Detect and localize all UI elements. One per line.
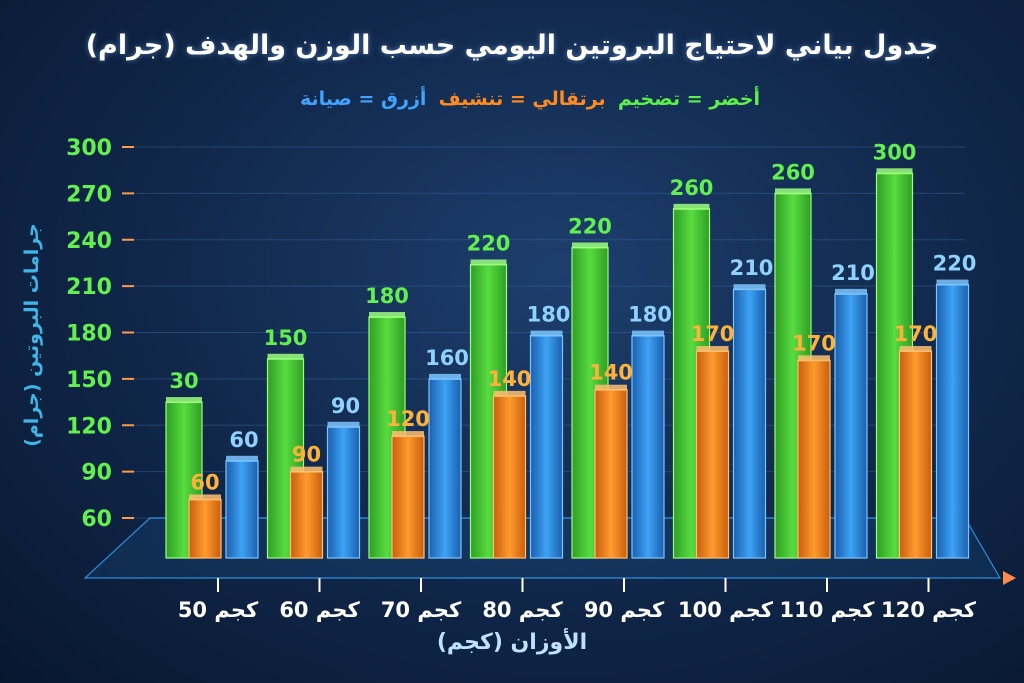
bar-cap-maintenance <box>327 421 360 428</box>
bar-cap-bulking <box>775 188 811 195</box>
y-tick-label: 90 <box>81 461 112 486</box>
data-label-bulking: 180 <box>365 284 409 308</box>
bar-maintenance <box>631 334 665 559</box>
bar-cap-bulking <box>369 312 405 319</box>
bar-cap-bulking <box>267 353 304 360</box>
legend-item-bulking: أخضر = تضخيم <box>617 88 760 110</box>
y-tick-labels: 60 90 120 150 180 210 240 270 300 <box>66 136 134 532</box>
x-tick-label: 100 كجم <box>678 598 774 622</box>
y-tick-label: 270 <box>66 182 112 207</box>
bar-cutting <box>594 389 628 559</box>
bar-cutting <box>797 359 831 559</box>
bar-cutting <box>188 498 222 559</box>
data-label-cutting: 60 <box>190 470 219 494</box>
bar-cap-bulking <box>876 168 913 175</box>
bar-maintenance <box>225 460 259 559</box>
data-label-maintenance: 180 <box>527 303 571 327</box>
data-label-maintenance: 210 <box>831 261 875 285</box>
bar-cap-maintenance <box>733 284 766 291</box>
bar-cap-cutting <box>899 346 932 353</box>
data-label-cutting: 140 <box>589 361 633 385</box>
data-label-bulking: 220 <box>467 231 511 255</box>
bar-cap-maintenance <box>429 373 461 380</box>
bar-cutting <box>289 471 324 559</box>
y-axis-label: جرامات البروتين (جرام) <box>21 223 43 447</box>
legend: أخضر = تضخيم برتقالي = تنشيف أزرق = صيان… <box>300 88 760 110</box>
x-tick-label: 120 كجم <box>881 598 977 622</box>
data-label-cutting: 140 <box>488 367 532 391</box>
bar-cap-cutting <box>595 384 627 391</box>
y-tick-label: 60 <box>81 507 112 532</box>
bar-cap-bulking <box>470 259 507 266</box>
bar-cap-cutting <box>493 390 526 397</box>
bar-maintenance <box>732 288 767 559</box>
bar-cap-bulking <box>572 242 608 249</box>
bar-cutting <box>898 350 933 559</box>
data-label-maintenance: 90 <box>331 394 360 418</box>
bars <box>165 168 970 559</box>
bar-cap-cutting <box>798 355 830 362</box>
data-label-bulking: 150 <box>264 326 308 350</box>
bar-cap-bulking <box>166 397 202 404</box>
x-tick-label: 50 كجم <box>178 598 259 622</box>
data-label-maintenance: 160 <box>425 346 469 370</box>
legend-item-cutting: برتقالي = تنشيف <box>438 88 606 110</box>
data-label-maintenance: 60 <box>229 428 258 452</box>
bar-cap-maintenance <box>226 455 258 462</box>
data-label-cutting: 90 <box>292 443 321 467</box>
y-tick-label: 150 <box>66 368 112 393</box>
bar-cap-maintenance <box>936 279 969 286</box>
x-tick-label: 60 كجم <box>279 598 360 622</box>
bar-cutting <box>492 395 527 559</box>
x-tick-label: 80 كجم <box>482 598 563 622</box>
bar-cutting <box>391 435 425 559</box>
bar-cap-cutting <box>392 431 424 438</box>
data-label-bulking: 260 <box>670 176 714 200</box>
bar-cutting <box>695 350 730 559</box>
data-label-cutting: 170 <box>792 331 836 355</box>
y-tick-label: 240 <box>66 229 112 254</box>
data-label-cutting: 170 <box>894 322 938 346</box>
data-label-bulking: 30 <box>169 369 198 393</box>
x-axis-label: الأوزان (كجم) <box>436 630 588 655</box>
y-tick-label: 180 <box>66 322 112 347</box>
bar-maintenance <box>935 283 970 559</box>
x-tick-label: 70 كجم <box>381 598 462 622</box>
data-label-maintenance: 180 <box>628 303 672 327</box>
bar-cap-maintenance <box>835 288 867 295</box>
data-label-maintenance: 220 <box>933 252 977 276</box>
bar-cap-maintenance <box>530 330 563 337</box>
data-label-cutting: 170 <box>691 322 735 346</box>
y-tick-label: 300 <box>66 136 112 161</box>
bar-cap-maintenance <box>632 330 664 337</box>
data-label-bulking: 300 <box>873 140 917 164</box>
y-tick-label: 120 <box>66 414 112 439</box>
data-label-bulking: 220 <box>568 214 612 238</box>
legend-item-maintenance: أزرق = صيانة <box>300 88 427 110</box>
bar-cap-cutting <box>189 494 221 501</box>
x-tick-label: 110 كجم <box>780 598 876 622</box>
bar-cap-cutting <box>290 466 323 473</box>
bar-bulking <box>266 358 305 559</box>
bar-maintenance <box>529 334 564 559</box>
x-axis-arrow <box>1003 571 1016 585</box>
data-label-bulking: 260 <box>771 160 815 184</box>
x-tick-labels: 50 كجم 60 كجم 70 كجم 80 كجم 90 كجم 100 كجم 110… <box>178 578 977 622</box>
bar-maintenance <box>428 378 462 559</box>
data-label-cutting: 120 <box>386 407 430 431</box>
y-tick-label: 210 <box>66 275 112 300</box>
chart-title: جدول بياني لاحتياج البروتين اليومي حسب ا… <box>85 30 939 61</box>
x-tick-label: 90 كجم <box>584 598 665 622</box>
data-labels: 30 60 60 150 90 90 180 160 120 220 180 140 220 180 140… <box>169 140 976 494</box>
bar-maintenance <box>834 293 868 559</box>
bar-cap-cutting <box>696 346 729 353</box>
bar-maintenance <box>326 426 361 559</box>
bar-cap-bulking <box>673 203 710 210</box>
data-label-maintenance: 210 <box>730 256 774 280</box>
